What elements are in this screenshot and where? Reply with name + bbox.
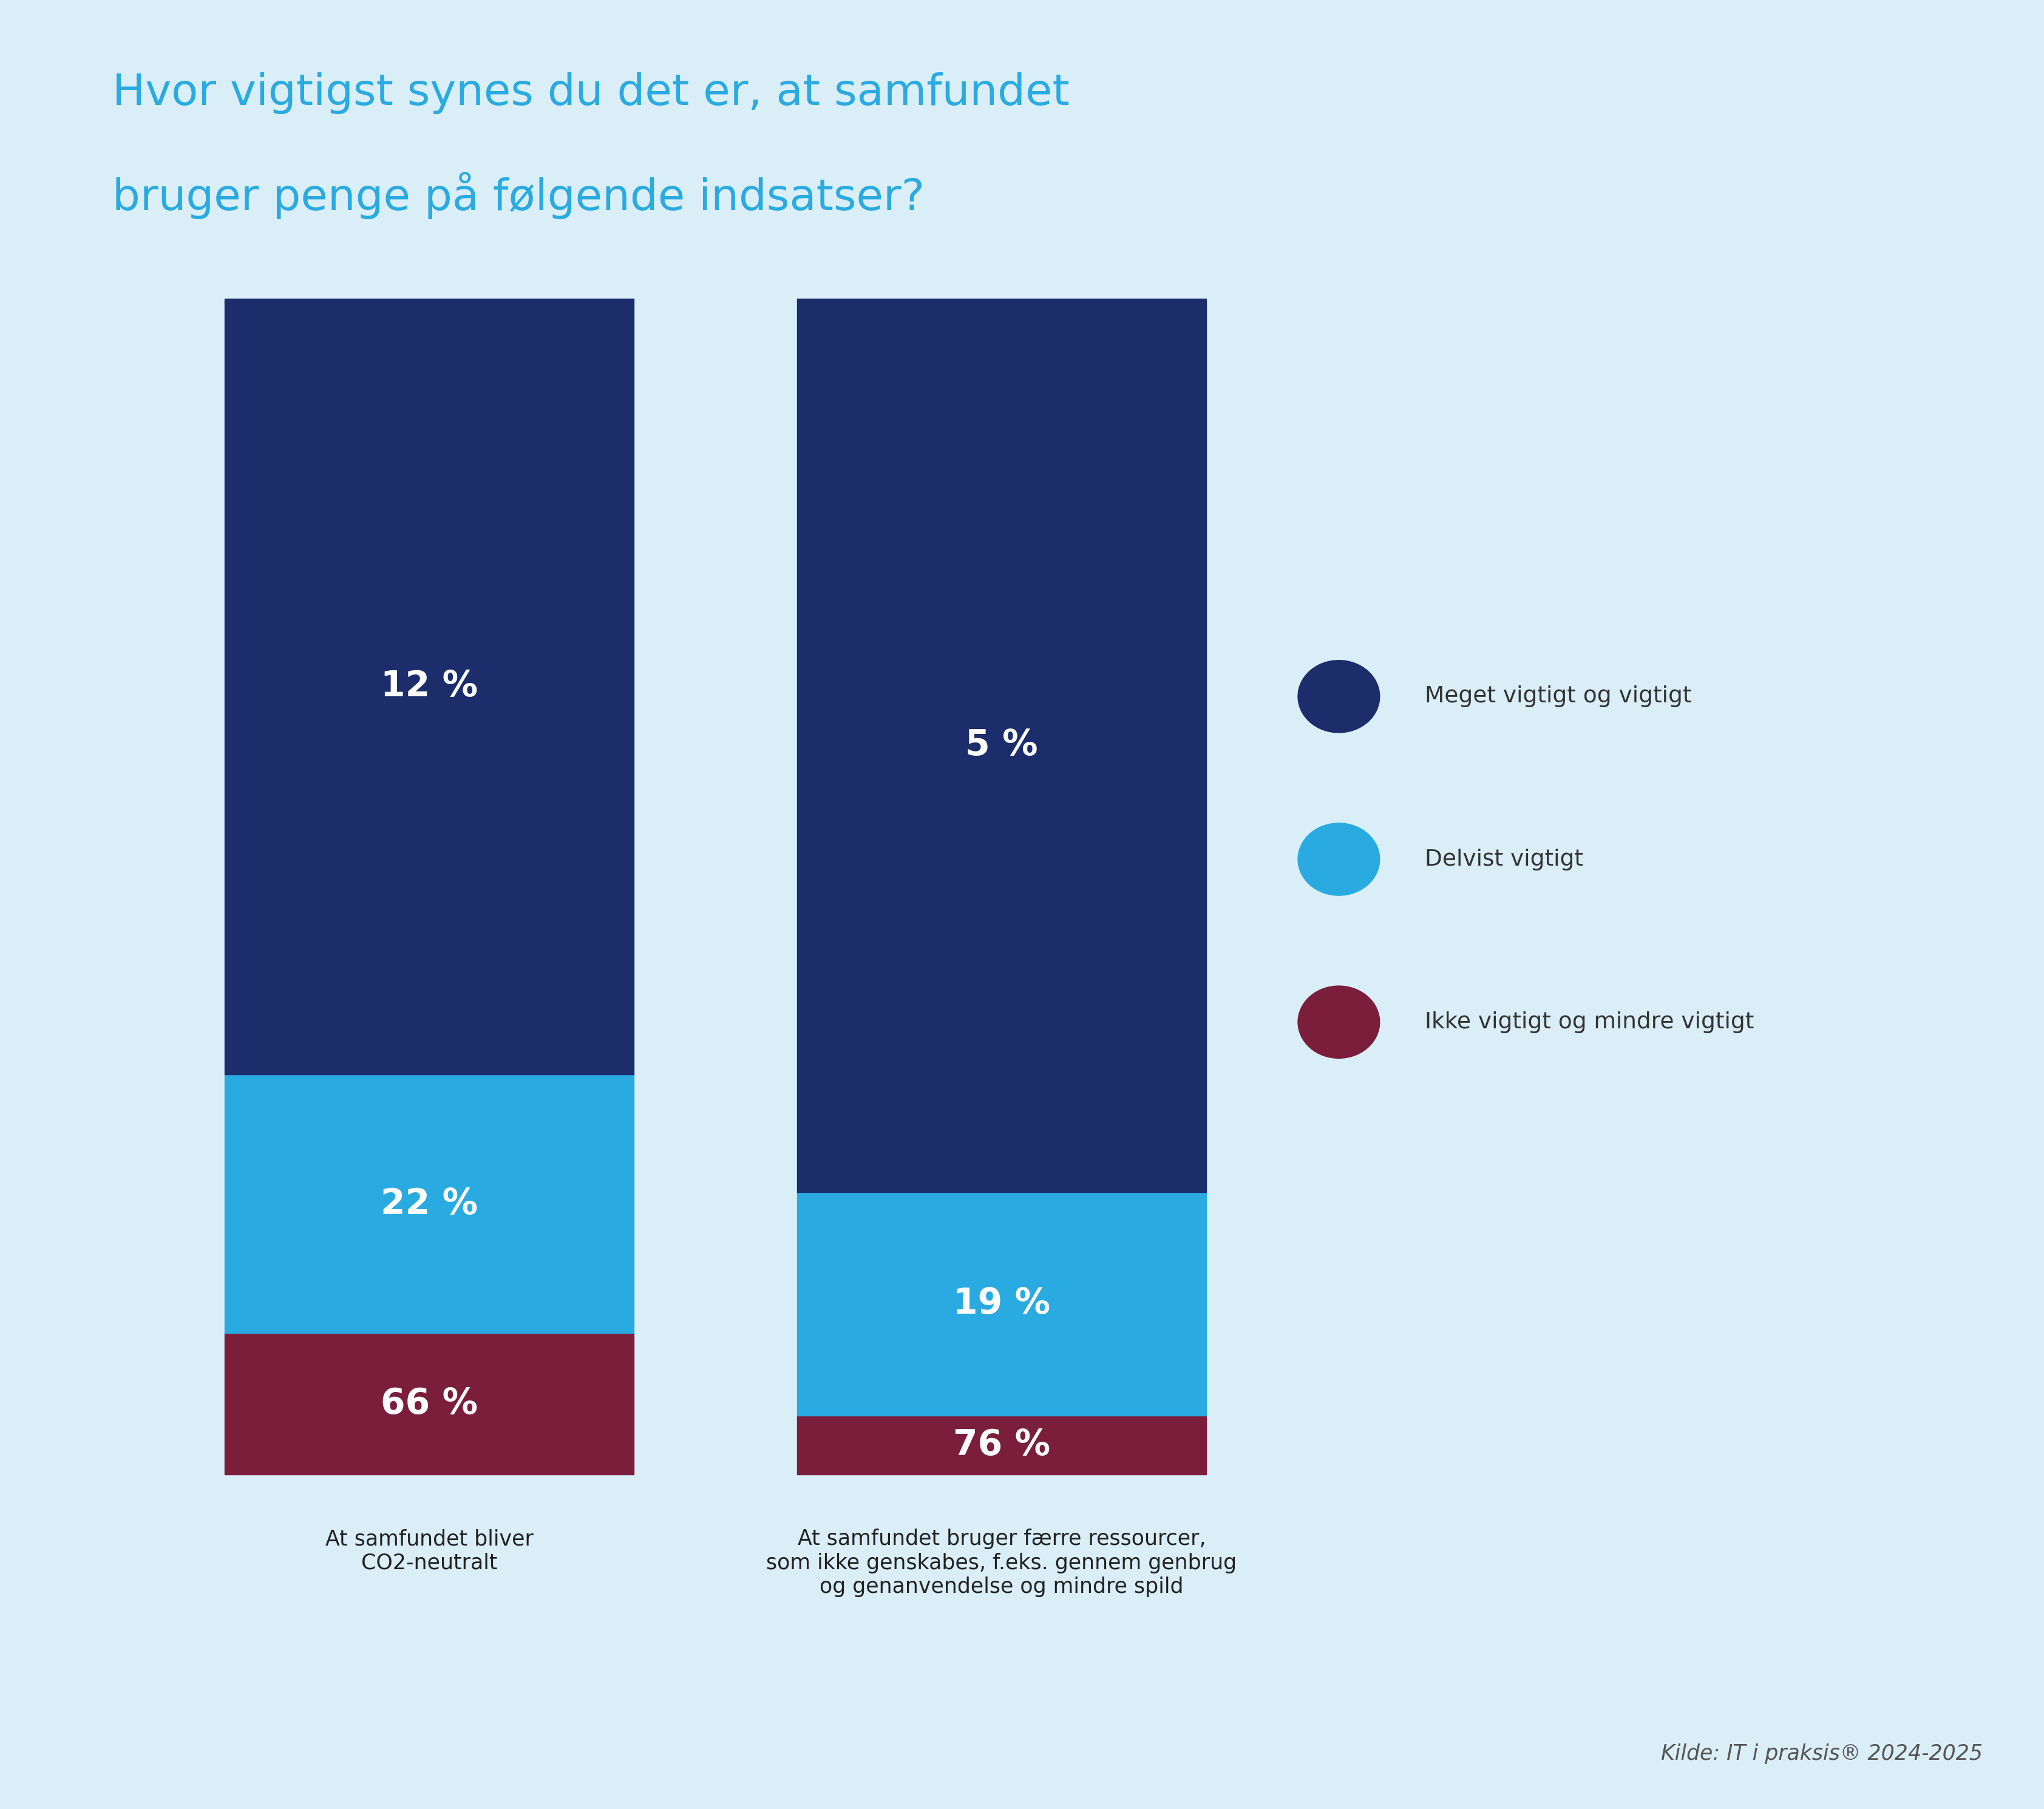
Text: 22 %: 22 % — [380, 1187, 478, 1221]
Bar — [797, 298, 1206, 1192]
Text: 5 %: 5 % — [965, 727, 1038, 763]
Text: 19 %: 19 % — [953, 1286, 1051, 1321]
Text: Meget vigtigt og vigtigt: Meget vigtigt og vigtigt — [1425, 686, 1692, 707]
Bar — [225, 1075, 634, 1333]
Text: 76 %: 76 % — [953, 1427, 1051, 1462]
Text: Kilde: IT i praksis® 2024-2025: Kilde: IT i praksis® 2024-2025 — [1662, 1744, 1983, 1764]
Circle shape — [1298, 823, 1380, 895]
Bar — [797, 1415, 1206, 1474]
Bar — [797, 1192, 1206, 1415]
Bar — [225, 298, 634, 1075]
Text: Hvor vigtigst synes du det er, at samfundet: Hvor vigtigst synes du det er, at samfun… — [112, 72, 1069, 114]
Text: Delvist vigtigt: Delvist vigtigt — [1425, 848, 1584, 870]
Text: bruger penge på følgende indsatser?: bruger penge på følgende indsatser? — [112, 172, 924, 219]
Bar — [225, 1333, 634, 1474]
Text: At samfundet bliver
CO2-neutralt: At samfundet bliver CO2-neutralt — [325, 1529, 533, 1574]
Text: At samfundet bruger færre ressourcer,
som ikke genskabes, f.eks. gennem genbrug
: At samfundet bruger færre ressourcer, so… — [766, 1529, 1237, 1597]
Circle shape — [1298, 660, 1380, 733]
Circle shape — [1298, 986, 1380, 1058]
Text: 66 %: 66 % — [380, 1386, 478, 1422]
Text: Ikke vigtigt og mindre vigtigt: Ikke vigtigt og mindre vigtigt — [1425, 1011, 1754, 1033]
Text: 12 %: 12 % — [380, 669, 478, 704]
